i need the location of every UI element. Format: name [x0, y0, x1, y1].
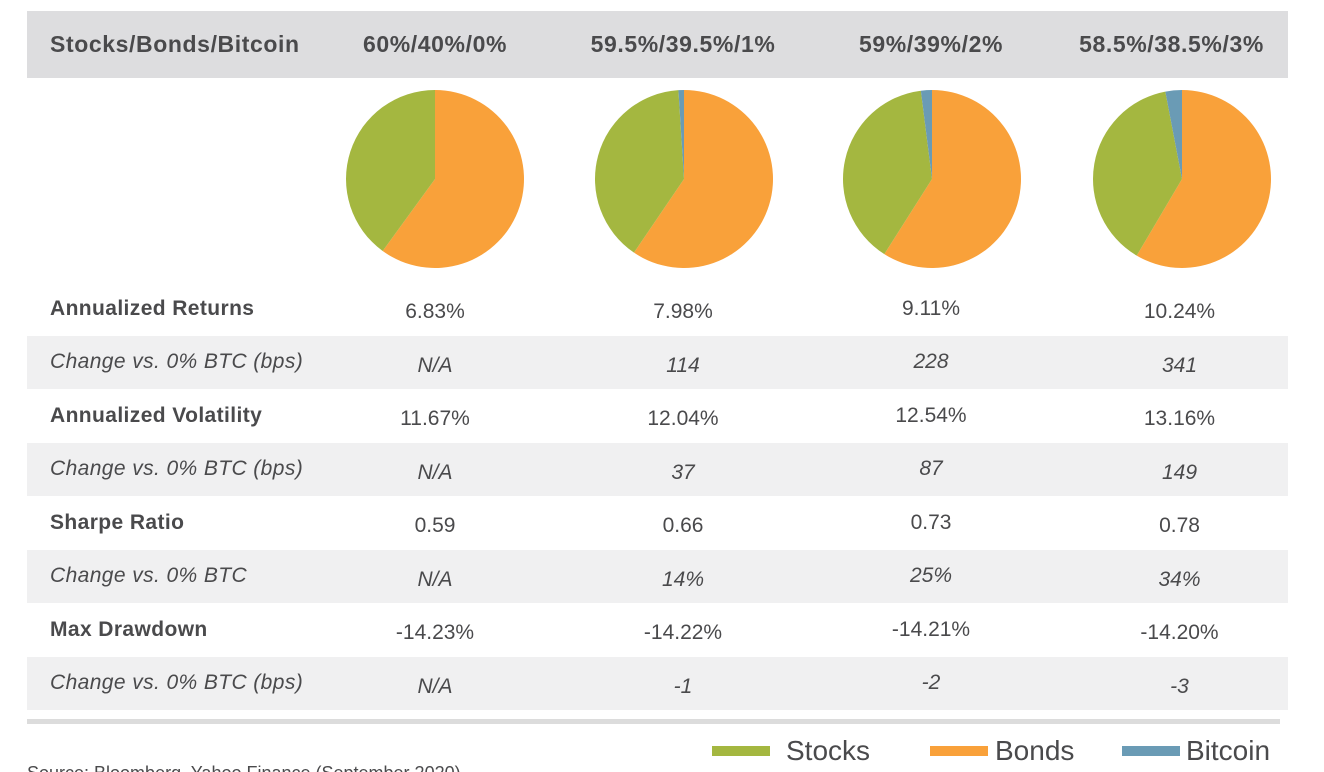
pie-slice-2 [843, 90, 932, 255]
pie-chart [1093, 90, 1271, 268]
pie-chart [843, 90, 1021, 268]
row-value: 12.04% [647, 407, 719, 431]
row-value: 0.66 [662, 514, 704, 538]
table-row: Change vs. 0% BTC (bps) N/A -1 -2 -3 [27, 656, 1288, 710]
row-value: -14.20% [1140, 621, 1219, 645]
row-value: 37 [671, 460, 695, 484]
allocation-pie-charts [346, 90, 1271, 268]
row-value: 9.11% [902, 296, 960, 320]
row-value: 14% [661, 567, 705, 591]
row-value: 10.24% [1143, 300, 1216, 324]
pie-slice-1 [382, 90, 524, 268]
pie-slice-1 [1136, 90, 1271, 268]
legend-item-bonds: Bonds [930, 731, 1074, 771]
row-value: 0.59 [414, 514, 456, 538]
table-row: Change vs. 0% BTC (bps) N/A 114 228 341 [27, 335, 1288, 389]
bottom-rule [27, 719, 1280, 724]
row-value: 25% [909, 564, 953, 588]
row-value: 228 [913, 350, 949, 374]
row-value: -14.23% [395, 621, 475, 645]
source-note: Source: Bloomberg, Yahoo Finance (Septem… [27, 764, 461, 772]
row-label: Change vs. 0% BTC (bps) [50, 671, 304, 695]
column-header: 60%/40%/0% [362, 31, 508, 57]
pie-slice-3 [678, 90, 684, 179]
table-row: Change vs. 0% BTC (bps) N/A 37 87 149 [27, 442, 1288, 496]
row-label: Change vs. 0% BTC (bps) [50, 350, 304, 374]
row-label: Sharpe Ratio [50, 510, 185, 534]
row-value: N/A [417, 567, 453, 591]
column-header: 59%/39%/2% [858, 31, 1004, 57]
row-value: 11.67% [400, 407, 470, 431]
row-value: N/A [417, 353, 453, 377]
column-header: 58.5%/38.5%/3% [1079, 31, 1264, 57]
legend-item-stocks: Stocks [712, 731, 870, 771]
row-label: Annualized Returns [50, 296, 255, 320]
table-header-row: Stocks/Bonds/Bitcoin 60%/40%/0% 59.5%/39… [27, 11, 1288, 78]
row-value: -2 [921, 671, 941, 695]
legend-label: Stocks [786, 735, 871, 766]
pie-chart [346, 90, 524, 268]
table-row: Annualized Volatility 11.67% 12.04% 12.54% 1… [27, 389, 1288, 443]
row-value: 13.16% [1143, 407, 1216, 431]
metrics-table: Annualized Returns 6.83% 7.98% 9.11% 10.24% C… [27, 282, 1288, 710]
table-row: Annualized Returns 6.83% 7.98% 9.11% 10.24% [27, 282, 1288, 336]
legend-label: Bitcoin [1186, 735, 1271, 766]
row-label: Change vs. 0% BTC [50, 564, 248, 588]
legend-label: Bonds [995, 735, 1075, 766]
pie-slice-2 [1093, 91, 1182, 256]
row-value: 34% [1158, 567, 1201, 591]
table-row: Sharpe Ratio 0.59 0.66 0.73 0.78 [27, 496, 1288, 550]
pie-slice-2 [346, 90, 435, 252]
row-value: -1 [673, 674, 693, 698]
legend-swatch-bitcoin [1122, 746, 1180, 756]
row-value: N/A [417, 460, 453, 484]
pie-slice-3 [920, 90, 932, 179]
header-label: Stocks/Bonds/Bitcoin [50, 31, 300, 57]
row-value: 0.78 [1159, 514, 1200, 538]
table-row: Change vs. 0% BTC N/A 14% 25% 34% [27, 549, 1288, 603]
legend-swatch-stocks [712, 746, 770, 756]
row-value: N/A [417, 674, 453, 698]
pie-slice-3 [1165, 90, 1182, 179]
row-value: 7.98% [653, 300, 713, 324]
row-value: -14.21% [891, 617, 971, 641]
pie-slice-2 [595, 90, 684, 253]
row-value: 6.83% [405, 300, 465, 324]
row-value: 87 [919, 457, 943, 481]
row-value: 341 [1161, 353, 1198, 377]
row-value: 0.73 [910, 510, 952, 534]
table-row: Max Drawdown -14.23% -14.22% -14.21% -14.20% [27, 603, 1288, 657]
row-label: Max Drawdown [50, 617, 208, 641]
column-header: 59.5%/39.5%/1% [590, 31, 776, 57]
legend-item-bitcoin: Bitcoin [1122, 731, 1270, 771]
row-value: -3 [1170, 674, 1189, 698]
row-value: 114 [666, 353, 700, 377]
row-label: Change vs. 0% BTC (bps) [50, 457, 304, 481]
pie-chart [595, 90, 774, 268]
pie-slice-1 [633, 90, 774, 268]
row-value: 12.54% [895, 403, 967, 427]
row-value: -14.22% [643, 621, 723, 645]
legend-swatch-bonds [930, 746, 988, 756]
row-value: 149 [1161, 460, 1198, 484]
row-label: Annualized Volatility [50, 403, 263, 427]
pie-slice-1 [884, 90, 1021, 268]
